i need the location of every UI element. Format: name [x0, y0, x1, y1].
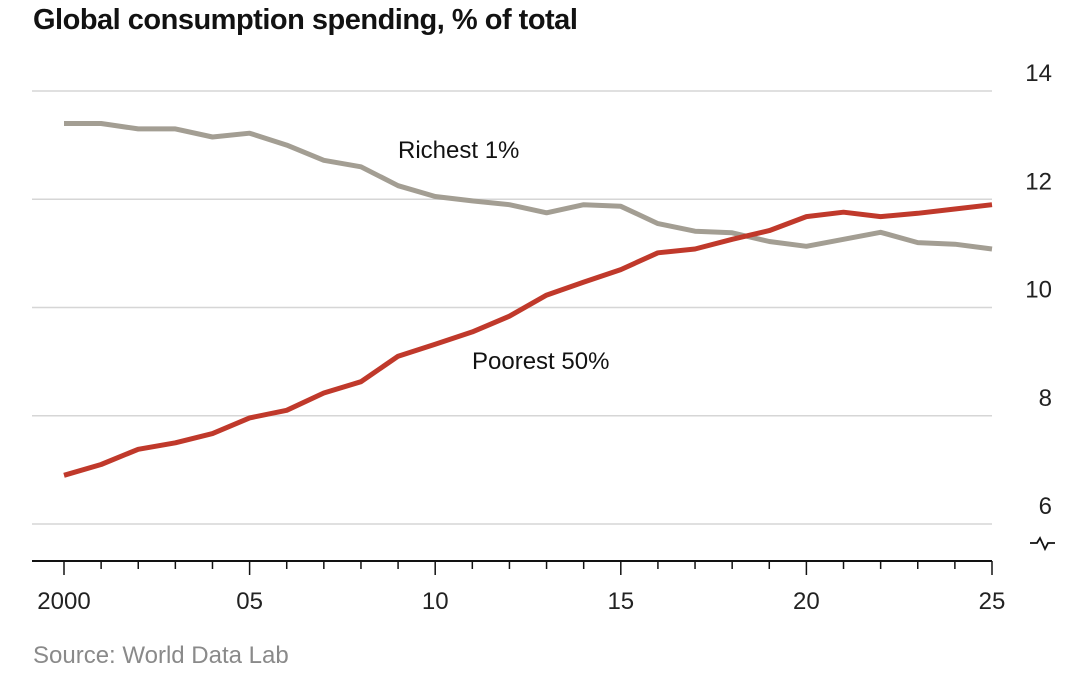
series-lines [63, 121, 993, 478]
source-note: Source: World Data Lab [33, 642, 289, 669]
y-axis-ticks: 6 8 10 12 14 [1025, 60, 1052, 520]
gridlines [32, 90, 992, 525]
y-tick-label: 6 [1039, 493, 1052, 520]
x-tick-label: 10 [422, 588, 449, 615]
x-tick-label: 20 [793, 588, 820, 615]
axis-break-icon [1030, 536, 1055, 552]
x-tick-label: 15 [607, 588, 634, 615]
y-tick-label: 8 [1039, 385, 1052, 412]
x-tick-label: 2000 [37, 588, 90, 615]
y-tick-label: 10 [1025, 277, 1052, 304]
series-label: Poorest 50% [472, 348, 609, 375]
series-line-richest-1 [64, 121, 993, 252]
x-axis-ticks: 2000 05 10 15 20 25 [37, 588, 1005, 615]
x-tick-label: 25 [979, 588, 1006, 615]
x-axis [32, 536, 1055, 575]
series-label: Richest 1% [398, 137, 519, 164]
y-tick-label: 12 [1025, 168, 1052, 195]
x-tick-label: 05 [236, 588, 263, 615]
series-line-poorest-50 [63, 202, 993, 478]
series-labels: Richest 1% Poorest 50% [398, 137, 609, 375]
chart-title: Global consumption spending, % of total [33, 4, 578, 36]
y-tick-label: 14 [1025, 60, 1052, 87]
